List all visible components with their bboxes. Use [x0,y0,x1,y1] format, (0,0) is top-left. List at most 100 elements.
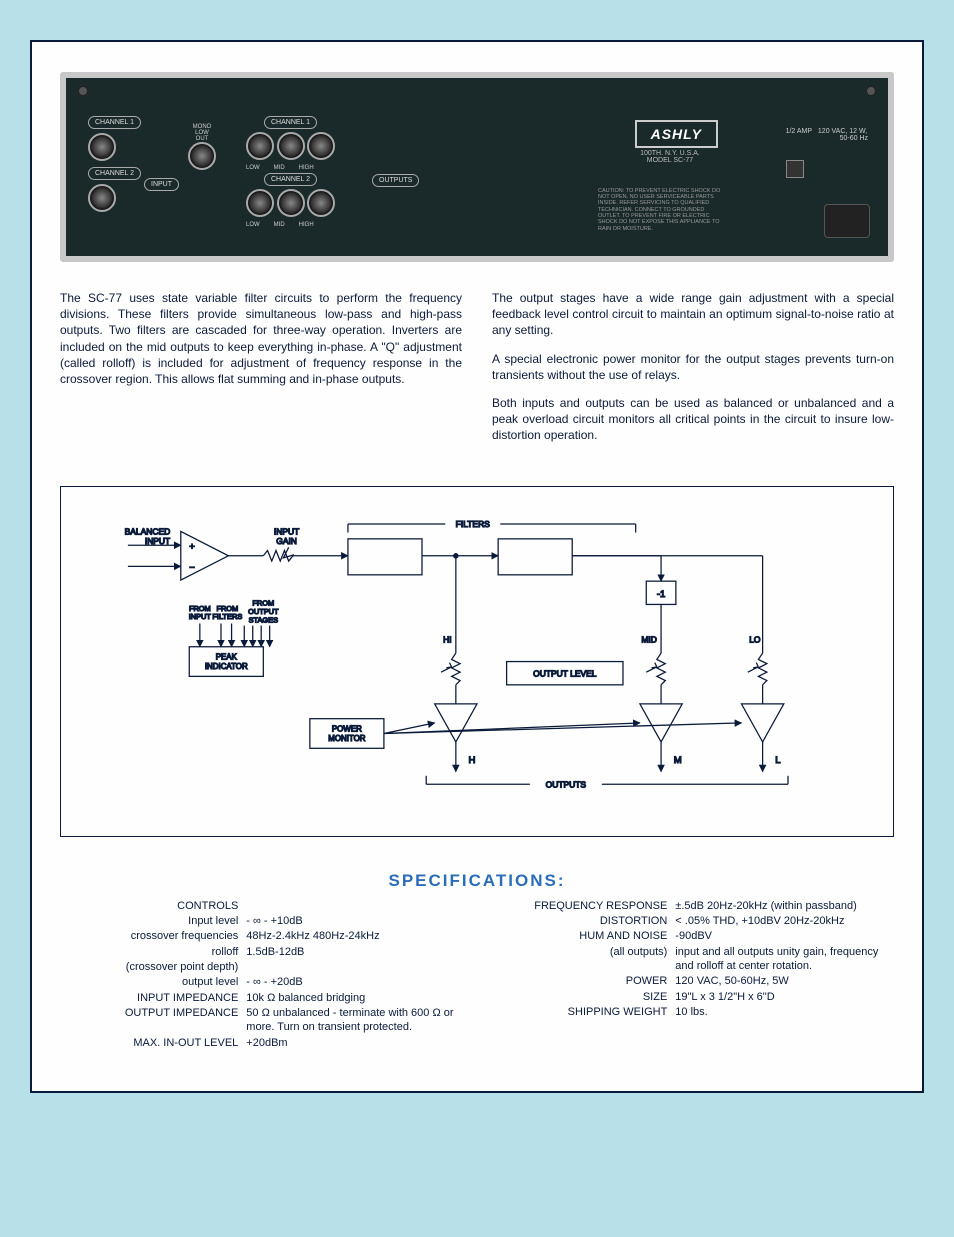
spec-row: FREQUENCY RESPONSE±.5dB 20Hz-20kHz (with… [489,899,894,913]
low-label: LOW [246,165,260,171]
balanced-input-label: BALANCEDINPUT [125,526,171,546]
spec-key: SIZE [489,990,675,1004]
channel1-label: CHANNEL 1 [88,116,141,129]
mono-low-out-label: MONO LOW OUT [188,124,216,142]
svg-text:M: M [674,755,682,766]
outputs-ch1-label: CHANNEL 1 [264,116,317,129]
channel2-label: CHANNEL 2 [88,167,141,180]
specs-right-column: FREQUENCY RESPONSE±.5dB 20Hz-20kHz (with… [489,899,894,1051]
spec-row: MAX. IN-OUT LEVEL+20dBm [60,1036,465,1050]
page: CHANNEL 1 CHANNEL 2 INPUT MONO LOW OUT C… [30,40,924,1093]
svg-text:INPUTGAIN: INPUTGAIN [274,526,299,546]
screw-icon [866,86,876,96]
spec-row: HUM AND NOISE-90dBV [489,929,894,943]
svg-text:MID: MID [641,634,657,644]
outputs-section-label: OUTPUTS [372,174,419,187]
fuse-holder-icon [786,160,804,178]
spec-key: (all outputs) [489,945,675,974]
output-jack-icon [307,132,335,160]
diagram-svg: BALANCEDINPUT + − INPUTGAIN FILTERS [75,505,879,822]
svg-text:L: L [775,755,780,766]
product-photo: CHANNEL 1 CHANNEL 2 INPUT MONO LOW OUT C… [60,72,894,262]
spec-row: output level- ∞ - +20dB [60,975,465,989]
spec-row: OUTPUT IMPEDANCE50 Ω unbalanced - termin… [60,1006,465,1035]
svg-text:FILTERS: FILTERS [456,519,490,529]
spec-row: CONTROLS [60,899,465,913]
spec-value: input and all outputs unity gain, freque… [675,945,894,974]
spec-row: SIZE19"L x 3 1/2"H x 6"D [489,990,894,1004]
spec-value: +20dBm [246,1036,465,1050]
mid-label: MID [274,165,285,171]
spec-key: OUTPUT IMPEDANCE [60,1006,246,1035]
spec-key: DISTORTION [489,914,675,928]
low-label: LOW [246,222,260,228]
output-jack-icon [277,132,305,160]
spec-value: 19"L x 3 1/2"H x 6"D [675,990,894,1004]
paragraph: The SC-77 uses state variable filter cir… [60,290,462,387]
high-label: HIGH [299,165,314,171]
specs-table: CONTROLSInput level- ∞ - +10dBcrossover … [60,899,894,1051]
spec-key: Input level [60,914,246,928]
spec-row: INPUT IMPEDANCE10k Ω balanced bridging [60,991,465,1005]
power-cord-icon [824,204,870,238]
spec-key: rolloff [60,945,246,959]
mono-jack-icon [188,142,216,170]
spec-row: POWER120 VAC, 50-60Hz, 5W [489,974,894,988]
spec-value: 50 Ω unbalanced - terminate with 600 Ω o… [246,1006,465,1035]
spec-value: - ∞ - +20dB [246,975,465,989]
block-diagram: BALANCEDINPUT + − INPUTGAIN FILTERS [60,486,894,837]
spec-value: 1.5dB-12dB [246,945,465,959]
high-label: HIGH [299,222,314,228]
mid-label: MID [274,222,285,228]
spec-key: SHIPPING WEIGHT [489,1005,675,1019]
spec-key: FREQUENCY RESPONSE [489,899,675,913]
svg-text:FROMFILTERS: FROMFILTERS [212,603,242,620]
power-rating: 1/2 AMP 120 VAC, 12 W, 50-60 Hz [786,128,868,180]
svg-text:LO: LO [749,634,761,644]
screw-icon [78,86,88,96]
spec-row: SHIPPING WEIGHT10 lbs. [489,1005,894,1019]
paragraph: Both inputs and outputs can be used as b… [492,395,894,444]
brand-subtext: 100TH. N.Y. U.S.A.MODEL SC-77 [620,150,720,164]
specs-left-column: CONTROLSInput level- ∞ - +10dBcrossover … [60,899,465,1051]
svg-text:FROMOUTPUTSTAGES: FROMOUTPUTSTAGES [248,598,279,624]
spec-value: 10k Ω balanced bridging [246,991,465,1005]
svg-text:PEAKINDICATOR: PEAKINDICATOR [205,652,248,671]
spec-value: -90dBV [675,929,894,943]
input-section-label: INPUT [144,178,179,191]
spec-value [246,899,465,913]
spec-row: DISTORTION< .05% THD, +10dBV 20Hz-20kHz [489,914,894,928]
svg-text:-1: -1 [657,589,665,600]
spec-key: INPUT IMPEDANCE [60,991,246,1005]
spec-key: MAX. IN-OUT LEVEL [60,1036,246,1050]
input-jack-icon [88,184,116,212]
spec-row: (crossover point depth) [60,960,465,974]
svg-text:−: − [189,562,195,573]
spec-row: (all outputs)input and all outputs unity… [489,945,894,974]
brand-logo: ASHLY [635,120,718,148]
specs-title: SPECIFICATIONS: [60,871,894,891]
spec-row: Input level- ∞ - +10dB [60,914,465,928]
spec-key: POWER [489,974,675,988]
spec-value: 120 VAC, 50-60Hz, 5W [675,974,894,988]
spec-value: < .05% THD, +10dBV 20Hz-20kHz [675,914,894,928]
spec-key: crossover frequencies [60,929,246,943]
output-jack-icon [277,189,305,217]
spec-key: output level [60,975,246,989]
svg-text:OUTPUT LEVEL: OUTPUT LEVEL [533,668,597,678]
spec-row: rolloff1.5dB-12dB [60,945,465,959]
spec-key: CONTROLS [60,899,246,913]
spec-value: - ∞ - +10dB [246,914,465,928]
spec-value: 48Hz-2.4kHz 480Hz-24kHz [246,929,465,943]
paragraph: The output stages have a wide range gain… [492,290,894,339]
svg-text:+: + [189,541,195,552]
spec-row: crossover frequencies48Hz-2.4kHz 480Hz-2… [60,929,465,943]
spec-value: 10 lbs. [675,1005,894,1019]
output-jack-icon [246,189,274,217]
svg-text:POWERMONITOR: POWERMONITOR [328,724,366,743]
svg-text:OUTPUTS: OUTPUTS [546,779,587,789]
spec-key: HUM AND NOISE [489,929,675,943]
svg-text:HI: HI [443,634,451,644]
output-jack-icon [307,189,335,217]
spec-value [246,960,465,974]
